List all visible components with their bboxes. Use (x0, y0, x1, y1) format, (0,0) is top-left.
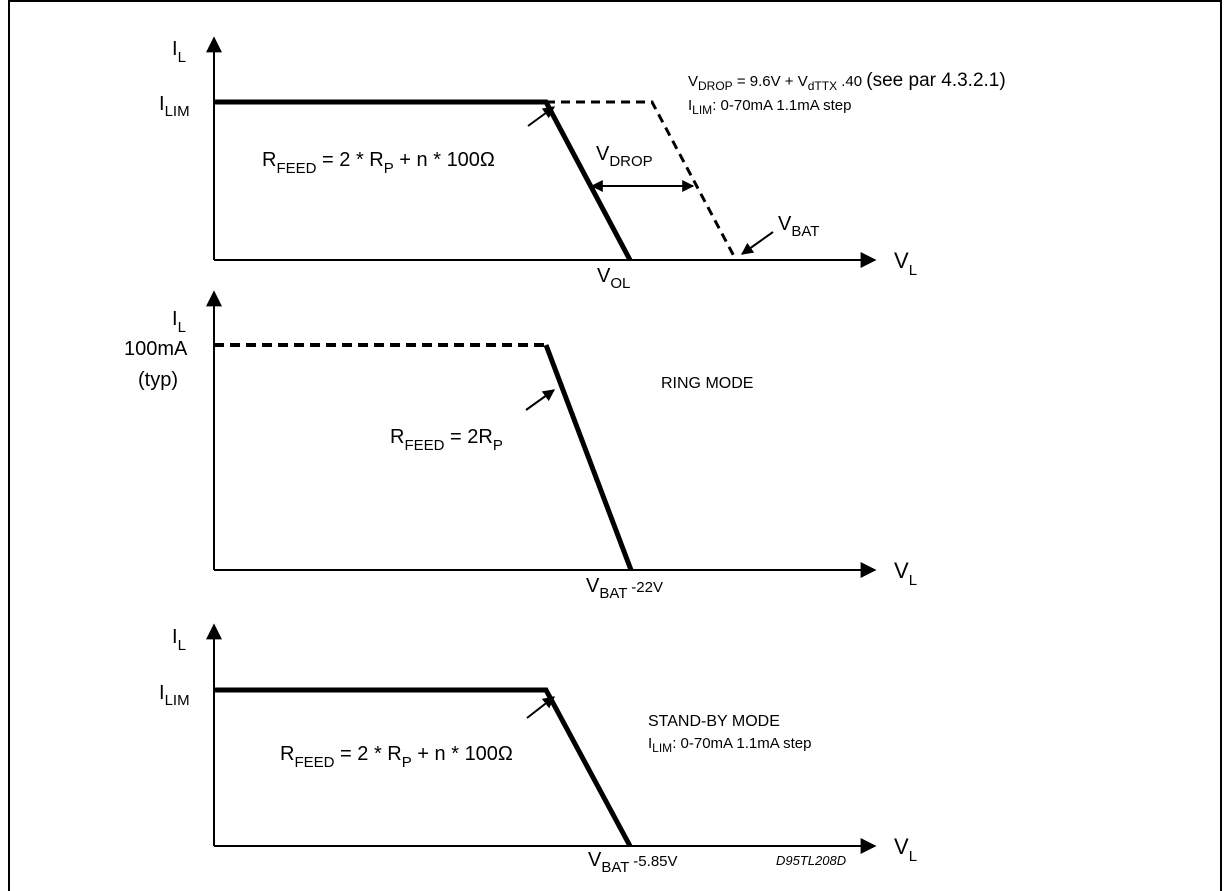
vbat-label: VBAT (778, 213, 819, 240)
panel-3: IL VL ILIM STAND-BY MODE ILIM: 0-70mA 1.… (159, 623, 917, 876)
vbat-label: VBAT -5.85V (588, 849, 678, 876)
y-axis-label: IL (172, 38, 186, 66)
x-axis-label: VL (894, 248, 917, 279)
ilim-label: ILIM (159, 682, 190, 709)
rfeed-formula: RFEED = 2 * RP + n * 100Ω (280, 743, 513, 771)
x-axis-label: VL (894, 834, 917, 865)
y-axis-label: IL (172, 626, 186, 654)
rfeed-pointer (526, 696, 555, 719)
mode-label: STAND-BY MODE (648, 713, 780, 730)
rfeed-pointer (527, 106, 555, 127)
rfeed-formula: RFEED = 2 * RP + n * 100Ω (262, 149, 495, 177)
vbat-label: VBAT -22V (586, 575, 663, 602)
vdrop-label: VDROP (596, 143, 653, 170)
rfeed-formula: RFEED = 2RP (390, 426, 503, 454)
ilim-range-note: ILIM: 0-70mA 1.1mA step (688, 97, 851, 117)
vol-label: VOL (597, 265, 630, 292)
panel-2: IL VL 100mA (typ) RING MODE RFEED = 2RP … (124, 290, 917, 602)
current-level-typ: (typ) (138, 369, 178, 391)
feed-curve (214, 99, 633, 262)
x-axis-label: VL (894, 558, 917, 589)
vbat-pointer (741, 231, 774, 255)
current-level-label: 100mA (124, 338, 188, 360)
ilim-range-note: ILIM: 0-70mA 1.1mA step (648, 735, 811, 755)
y-axis-label: IL (172, 308, 186, 336)
panel-1: IL VL ILIM RFEED = 2 * RP + n * 100Ω VDR… (159, 36, 1006, 292)
mode-label: RING MODE (661, 375, 753, 392)
feed-curve (214, 687, 633, 848)
rfeed-pointer (525, 389, 555, 411)
vdrop-equation-note: VDROP = 9.6V + VdTTX .40 (see par 4.3.2.… (688, 70, 1006, 93)
ilim-label: ILIM (159, 93, 190, 120)
vbat-curve-dashed (546, 100, 738, 261)
drawing-code: D95TL208D (776, 853, 846, 868)
feed-curve (543, 344, 634, 571)
diagram-frame (8, 0, 1222, 891)
